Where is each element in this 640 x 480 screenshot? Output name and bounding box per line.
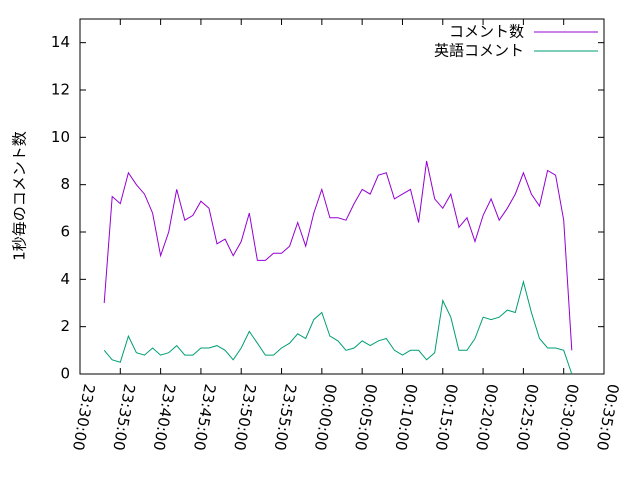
y-tick-label: 4	[60, 270, 70, 288]
x-tick-label: 00:30:00	[553, 383, 582, 452]
x-tick-label: 23:40:00	[150, 383, 179, 452]
legend-label: 英語コメント	[434, 42, 524, 60]
y-tick-label: 12	[51, 81, 70, 99]
x-tick-label: 23:50:00	[230, 383, 259, 452]
x-tick-label: 00:35:00	[593, 383, 622, 452]
plot-border	[79, 18, 605, 375]
y-tick-label: 6	[60, 223, 70, 241]
x-tick-label: 00:20:00	[472, 383, 501, 452]
legend-label: コメント数	[449, 23, 524, 41]
x-tick-label: 00:25:00	[512, 383, 541, 452]
x-tick-label: 00:00:00	[311, 383, 340, 452]
x-tick-label: 00:15:00	[432, 383, 461, 452]
x-tick-label: 23:55:00	[270, 383, 299, 452]
x-tick-label: 23:45:00	[190, 383, 219, 452]
x-tick-label: 23:30:00	[69, 383, 98, 452]
y-tick-label: 0	[60, 365, 70, 383]
series-line	[103, 160, 573, 351]
x-tick-label: 00:05:00	[351, 383, 380, 452]
x-tick-label: 00:10:00	[391, 383, 420, 452]
series-line	[103, 279, 573, 375]
y-tick-label: 8	[60, 175, 70, 193]
x-tick-label: 23:35:00	[109, 383, 138, 452]
y-tick-label: 10	[51, 128, 70, 146]
y-tick-label: 2	[60, 317, 70, 335]
y-tick-label: 14	[51, 33, 70, 51]
y-axis-label: 1秒毎のコメント数	[11, 131, 29, 261]
